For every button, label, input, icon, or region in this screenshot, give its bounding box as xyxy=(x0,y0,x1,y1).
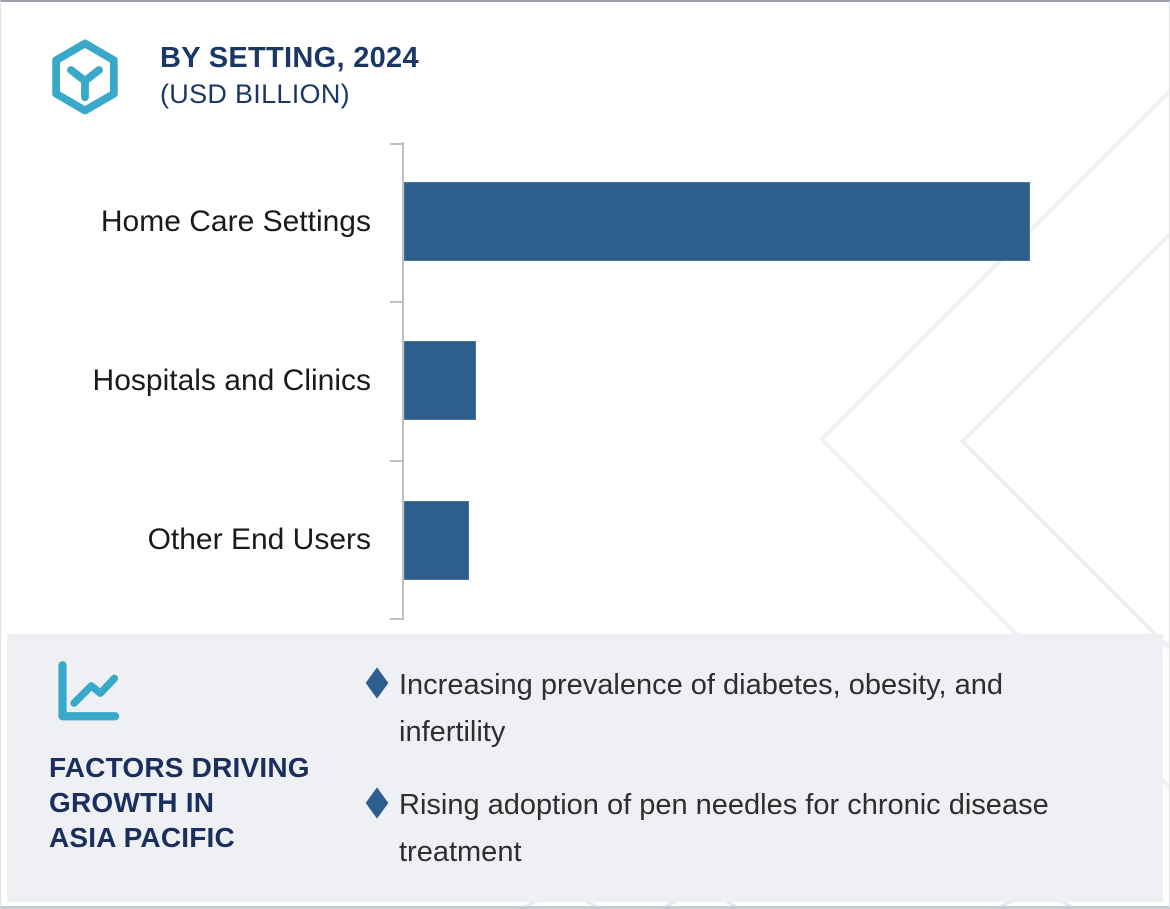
list-item: Increasing prevalence of diabetes, obesi… xyxy=(365,662,1073,756)
chart-row-hospitals-and-clinics: Hospitals and Clinics xyxy=(1,301,1165,460)
list-item: Rising adoption of pen needles for chron… xyxy=(365,782,1073,876)
factors-heading: FACTORS DRIVING GROWTH IN ASIA PACIFIC xyxy=(49,750,349,855)
bar-region xyxy=(402,461,1165,620)
chart-row-home-care-settings: Home Care Settings xyxy=(1,142,1165,301)
factors-panel-left: FACTORS DRIVING GROWTH IN ASIA PACIFIC xyxy=(49,657,349,855)
bar-other-end-users xyxy=(404,500,470,580)
axis-tick xyxy=(390,460,403,462)
line-chart-icon xyxy=(58,661,120,721)
chart-title: BY SETTING, 2024 xyxy=(160,42,419,74)
chart-title-block: BY SETTING, 2024 (USD BILLION) xyxy=(160,37,419,111)
chart-row-other-end-users: Other End Users xyxy=(1,461,1165,620)
category-label: Home Care Settings xyxy=(100,204,371,238)
factors-bullet-list: Increasing prevalence of diabetes, obesi… xyxy=(365,662,1073,902)
bullet-text: Rising adoption of pen needles for chron… xyxy=(399,789,1049,868)
bar-home-care-settings xyxy=(404,182,1031,262)
category-label: Other End Users xyxy=(147,523,371,557)
axis-tick xyxy=(390,618,403,620)
diamond-bullet-icon xyxy=(365,667,389,699)
factors-heading-line: FACTORS DRIVING xyxy=(49,752,310,783)
header: BY SETTING, 2024 (USD BILLION) xyxy=(46,37,419,117)
category-label: Hospitals and Clinics xyxy=(92,363,371,397)
hexagon-y-logo-icon xyxy=(52,39,118,115)
factors-heading-line: ASIA PACIFIC xyxy=(49,822,235,853)
chart-subtitle: (USD BILLION) xyxy=(160,78,350,109)
bar-chart: Home Care Settings Hospitals and Clinics… xyxy=(1,142,1165,620)
bar-hospitals-and-clinics xyxy=(404,341,477,421)
bullet-text: Increasing prevalence of diabetes, obesi… xyxy=(399,669,1004,748)
chart-rows: Home Care Settings Hospitals and Clinics… xyxy=(1,142,1165,620)
factors-panel: FACTORS DRIVING GROWTH IN ASIA PACIFIC I… xyxy=(7,634,1163,902)
bar-region xyxy=(402,142,1165,301)
factors-heading-line: GROWTH IN xyxy=(49,787,215,818)
y-axis-line xyxy=(402,142,404,620)
diamond-bullet-icon xyxy=(365,787,389,819)
bar-region xyxy=(402,301,1165,460)
axis-tick xyxy=(390,143,403,145)
axis-tick xyxy=(390,301,403,303)
